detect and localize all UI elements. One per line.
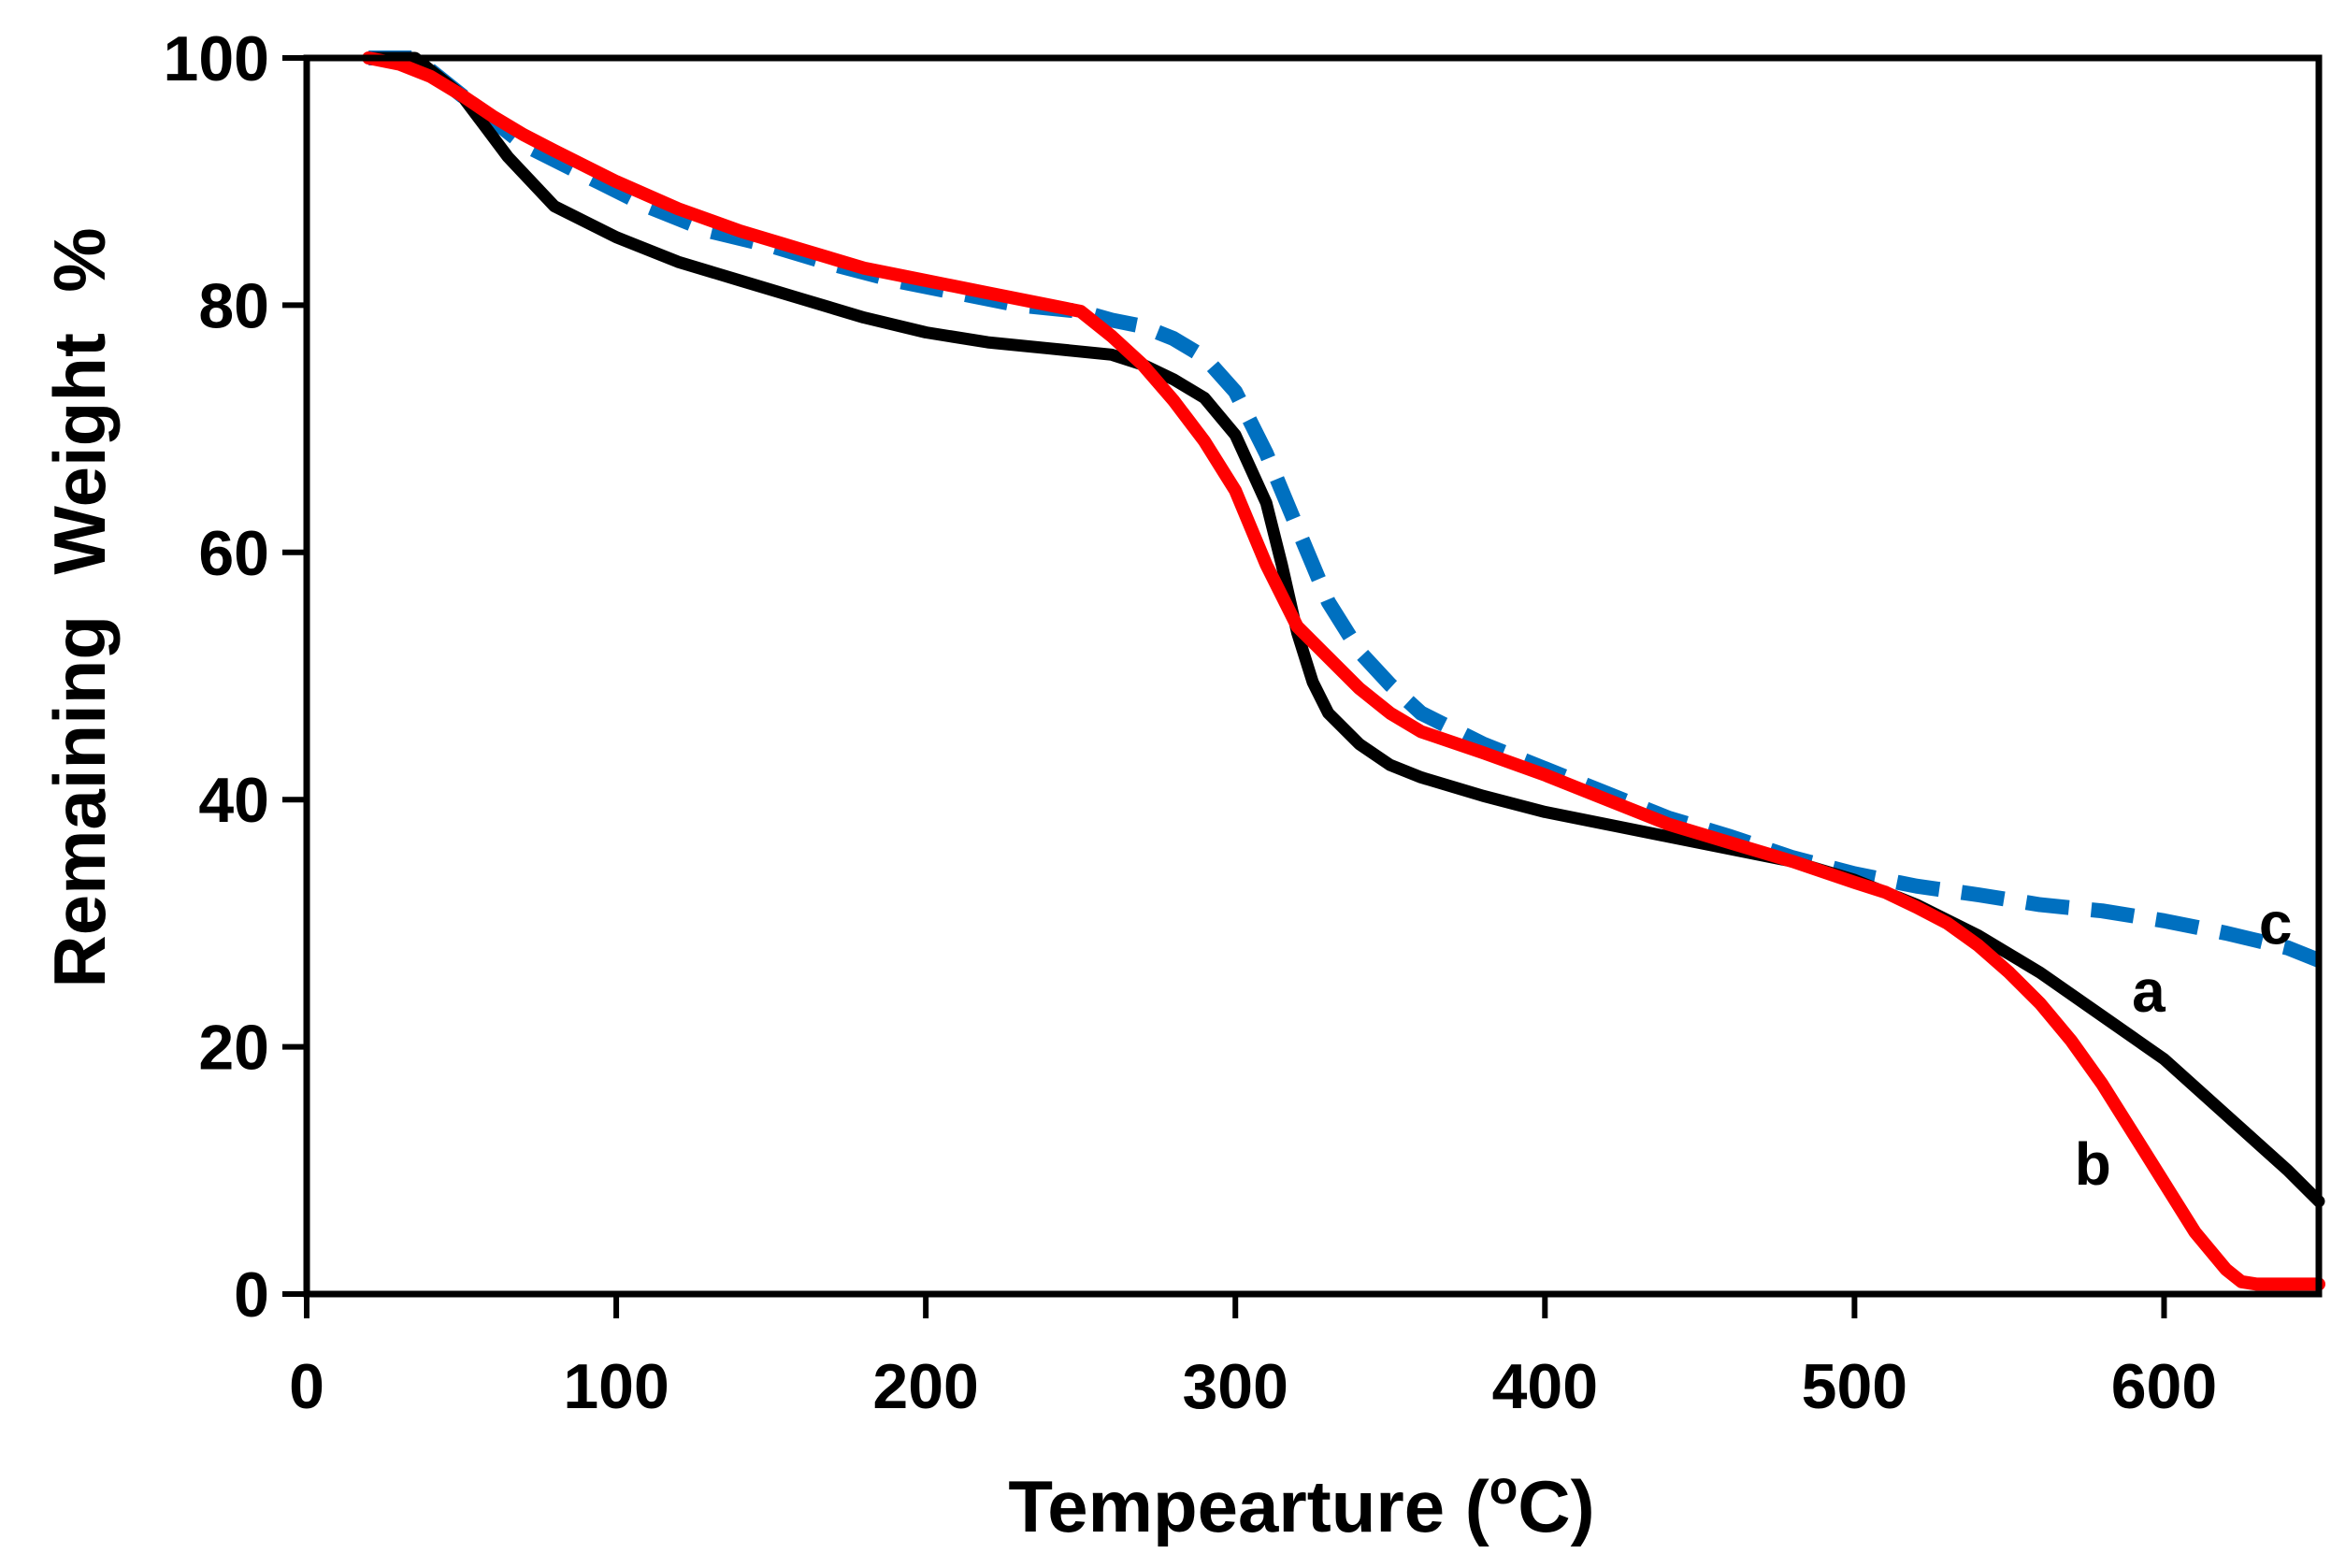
x-axis: 0 100 200 300 400 500 600 bbox=[289, 1294, 2217, 1422]
y-tick-label: 80 bbox=[198, 270, 269, 341]
series-c-line bbox=[368, 50, 2322, 968]
y-tick-label: 100 bbox=[164, 23, 269, 94]
plot-frame bbox=[303, 54, 2323, 1298]
series-b-line bbox=[362, 51, 2325, 1291]
series-b-label: b bbox=[2075, 1130, 2111, 1198]
y-tick-label: 40 bbox=[198, 765, 269, 836]
x-axis-title: Tempearture (oC) bbox=[1008, 1461, 1594, 1547]
series-labels: c a b bbox=[2075, 889, 2293, 1198]
series-c-label: c bbox=[2259, 889, 2293, 957]
x-axis-title-main: Tempearture ( bbox=[1008, 1465, 1489, 1547]
x-axis-title-end: C) bbox=[1518, 1465, 1594, 1547]
x-tick-label: 300 bbox=[1182, 1351, 1288, 1422]
x-tick-label: 200 bbox=[872, 1351, 978, 1422]
x-tick-label: 600 bbox=[2111, 1351, 2217, 1422]
y-tick-label: 20 bbox=[198, 1013, 269, 1084]
x-tick-label: 0 bbox=[289, 1351, 324, 1422]
y-axis-title: Remaining Weight % bbox=[38, 227, 121, 987]
x-axis-title-superscript: o bbox=[1489, 1461, 1518, 1514]
series-a-label: a bbox=[2132, 957, 2166, 1025]
y-tick-label: 0 bbox=[234, 1259, 269, 1331]
x-tick-label: 400 bbox=[1492, 1351, 1598, 1422]
x-tick-label: 100 bbox=[563, 1351, 669, 1422]
series-layer bbox=[362, 50, 2325, 1291]
x-tick-label: 500 bbox=[1802, 1351, 1907, 1422]
y-axis: 0 20 40 60 80 100 bbox=[164, 23, 307, 1331]
y-tick-label: 60 bbox=[198, 518, 269, 589]
